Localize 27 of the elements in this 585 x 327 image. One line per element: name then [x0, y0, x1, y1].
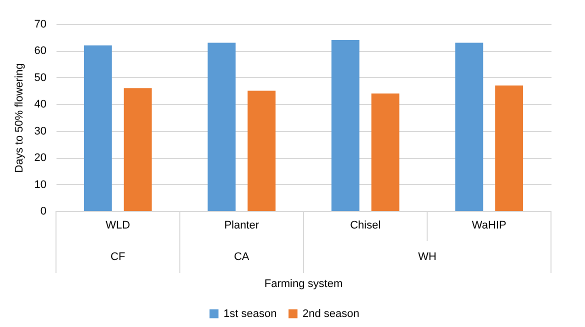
- bar: [371, 93, 400, 211]
- y-tick-label: 0: [40, 206, 46, 218]
- text: CF: [110, 251, 126, 263]
- y-axis-title: Days to 50% flowering: [13, 63, 26, 173]
- x-axis-title: Farming system: [264, 278, 343, 290]
- text: WH: [418, 251, 436, 263]
- bar: [331, 40, 360, 211]
- x-tick-label: Planter: [224, 220, 260, 232]
- x-tick-label: WLD: [106, 220, 130, 232]
- bar: [124, 88, 152, 211]
- y-tick-label: 20: [34, 152, 46, 164]
- legend-label: 2nd season: [302, 308, 360, 320]
- bar: [495, 85, 524, 211]
- legend-label: 1st season: [224, 308, 277, 320]
- bar: [84, 45, 112, 211]
- y-tick-label: 50: [34, 72, 46, 84]
- y-tick-label: 60: [34, 45, 46, 58]
- bar: [208, 42, 236, 211]
- text: CA: [234, 251, 250, 263]
- y-tick-label: 40: [34, 98, 46, 111]
- bar: [455, 42, 484, 211]
- y-tick-label: 30: [34, 125, 46, 138]
- x-tick-label: Chisel: [350, 220, 381, 232]
- bar: [248, 90, 276, 211]
- y-tick-label: 10: [34, 178, 46, 191]
- y-tick-label: 70: [34, 18, 46, 30]
- x-tick-label: WaHIP: [472, 220, 506, 232]
